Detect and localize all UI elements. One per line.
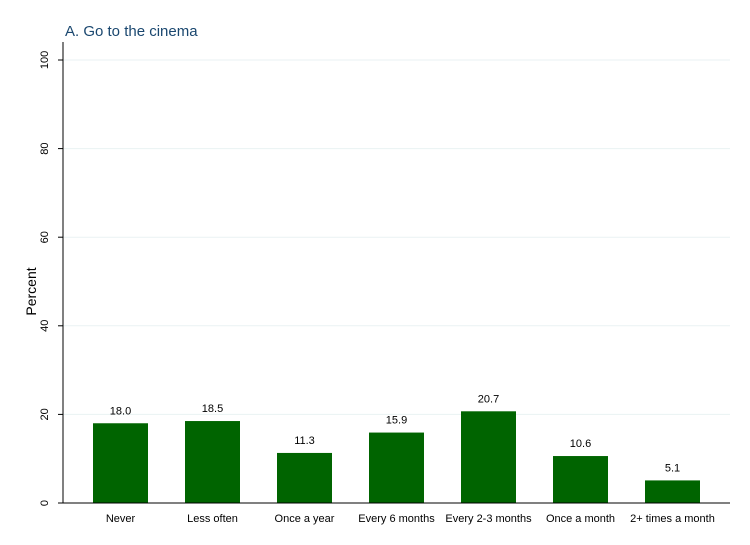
category-label-1: Less often: [187, 513, 238, 525]
x-axis-categories: Never Less often Once a year Every 6 months…: [106, 513, 715, 525]
y-tick-label-80: 80: [39, 142, 51, 154]
data-label-1: 18.5: [202, 403, 223, 415]
data-label-6: 5.1: [665, 462, 680, 474]
category-label-5: Once a month: [546, 513, 615, 525]
category-label-4: Every 2-3 months: [445, 513, 532, 525]
y-tick-label-0: 0: [39, 500, 51, 506]
category-label-0: Never: [106, 513, 136, 525]
y-tick-label-20: 20: [39, 408, 51, 420]
y-axis-ticks: 0 20 40 60 80 100: [39, 51, 63, 506]
category-label-3: Every 6 months: [358, 513, 435, 525]
bar-0: [93, 423, 148, 503]
bars: [93, 411, 700, 503]
category-label-6: 2+ times a month: [630, 513, 715, 525]
bar-2: [277, 452, 332, 503]
y-tick-label-60: 60: [39, 231, 51, 243]
bar-4: [461, 411, 516, 503]
y-axis-label: Percent: [23, 267, 39, 315]
category-label-2: Once a year: [275, 513, 335, 525]
data-label-3: 15.9: [386, 415, 407, 427]
data-label-5: 10.6: [570, 438, 591, 450]
bar-6: [645, 480, 700, 503]
y-tick-label-100: 100: [39, 51, 51, 69]
bar-3: [369, 432, 424, 503]
bar-1: [185, 421, 240, 503]
data-label-2: 11.3: [294, 435, 315, 447]
data-label-0: 18.0: [110, 405, 131, 417]
gridlines: [63, 59, 730, 415]
chart-title: A. Go to the cinema: [65, 23, 198, 40]
y-tick-label-40: 40: [39, 320, 51, 332]
data-labels: 18.0 18.5 11.3 15.9 20.7 10.6 5.1: [110, 393, 680, 474]
data-label-4: 20.7: [478, 393, 499, 405]
bar-5: [553, 456, 608, 503]
